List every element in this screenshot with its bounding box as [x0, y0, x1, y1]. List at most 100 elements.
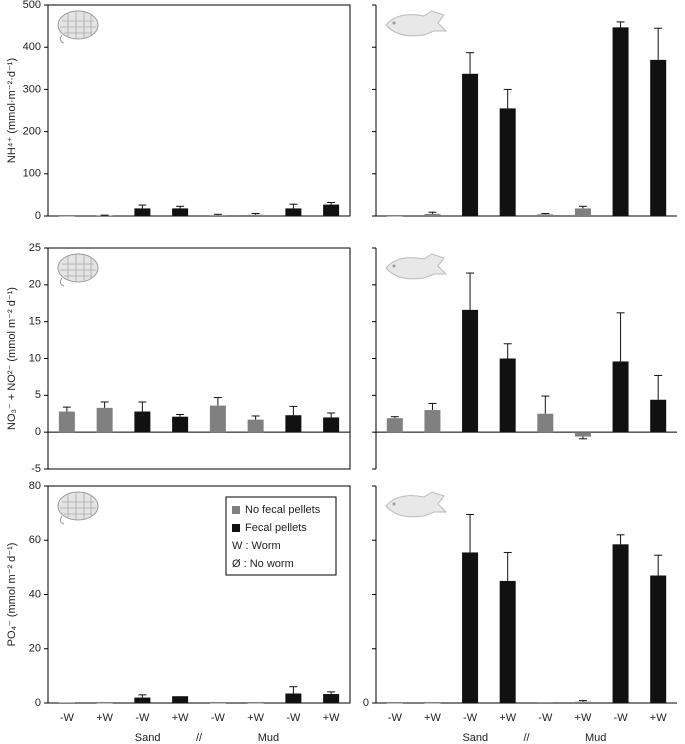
bar: [323, 204, 340, 216]
bar: [209, 215, 226, 216]
error-bar: [176, 205, 185, 209]
x-tick-label: +W: [650, 712, 667, 724]
bar: [285, 415, 302, 433]
y-tick-label: 400: [23, 41, 41, 53]
bar: [537, 214, 554, 216]
x-tick-label: +W: [575, 712, 592, 724]
bar: [650, 59, 667, 216]
y-tick-label: 100: [23, 168, 41, 180]
error-bar: [251, 415, 260, 420]
bar: [172, 696, 189, 703]
error-bar: [616, 21, 625, 28]
error-bar: [503, 551, 512, 581]
bar: [462, 73, 479, 216]
error-bar: [466, 272, 475, 310]
error-bar: [176, 413, 185, 417]
bar: [96, 215, 113, 217]
x-tick-label: -W: [538, 712, 553, 724]
x-tick-label: -W: [211, 712, 226, 724]
y-tick-label: -5: [31, 463, 41, 475]
x-tick-label: -W: [614, 712, 629, 724]
bar: [134, 411, 151, 433]
error-bar: [138, 401, 147, 412]
error-bar: [213, 213, 222, 216]
error-bar: [503, 88, 512, 109]
bar: [172, 208, 189, 216]
x-tick-label: +W: [323, 712, 340, 724]
bar: [285, 693, 302, 703]
y-tick-label: 60: [29, 534, 41, 546]
bar: [424, 213, 441, 216]
y-tick-label: 300: [23, 83, 41, 95]
worm-icon: [57, 10, 99, 44]
bar: [58, 702, 75, 703]
error-bar: [327, 201, 336, 205]
x-tick-label: +W: [172, 712, 189, 724]
bar: [172, 416, 189, 433]
error-bar: [578, 436, 587, 440]
bar: [323, 417, 340, 433]
legend-swatch: [232, 506, 240, 514]
y-tick-label: 25: [29, 242, 41, 254]
error-bar: [654, 374, 663, 400]
error-bar: [327, 412, 336, 418]
worm-icon: [57, 253, 99, 287]
x-tick-label: +W: [96, 712, 113, 724]
y-axis-label: PO₄⁻ (mmol m⁻² d⁻¹): [6, 543, 18, 647]
y-axis-label: NO₃⁻ + NO²⁻ (mmol m⁻² d⁻¹): [6, 287, 18, 430]
y-tick-label: 0: [35, 697, 41, 709]
legend-box: [225, 496, 337, 576]
group-label: Sand: [462, 732, 488, 744]
y-tick-label: 20: [29, 279, 41, 291]
bar: [134, 697, 151, 703]
bar: [96, 407, 113, 433]
bar: [285, 208, 302, 216]
x-tick-label: +W: [499, 712, 516, 724]
error-bar: [428, 211, 437, 214]
y-tick-label: 0: [35, 210, 41, 222]
error-bar: [654, 554, 663, 576]
error-bar: [616, 312, 625, 362]
fish-icon: [385, 10, 447, 37]
error-bar: [213, 397, 222, 406]
error-bar: [578, 700, 587, 702]
bar: [612, 544, 629, 703]
x-tick-label: -W: [463, 712, 478, 724]
bar: [386, 703, 403, 704]
fish-icon: [385, 491, 447, 518]
error-bar: [289, 686, 298, 694]
bar: [462, 309, 479, 433]
legend-note: W : Worm: [232, 540, 281, 552]
group-label: Mud: [585, 732, 606, 744]
legend-swatch: [232, 524, 240, 532]
error-bar: [289, 203, 298, 209]
bar: [574, 208, 591, 216]
bar: [247, 703, 264, 704]
bar: [209, 703, 226, 704]
y-tick-label: 80: [29, 480, 41, 492]
plot-frame: [47, 247, 351, 470]
error-bar: [327, 691, 336, 695]
error-bar: [654, 27, 663, 60]
bar: [612, 27, 629, 217]
x-tick-label: -W: [60, 712, 75, 724]
error-bar: [541, 395, 550, 414]
x-tick-label: +W: [247, 712, 264, 724]
bar: [96, 703, 113, 704]
legend-label: No fecal pellets: [245, 504, 321, 516]
error-bar: [503, 343, 512, 359]
error-bar: [390, 416, 399, 419]
bar: [323, 694, 340, 703]
x-tick-label: -W: [388, 712, 403, 724]
y-tick-label: 500: [23, 0, 41, 11]
error-bar: [138, 204, 147, 209]
group-label: Mud: [258, 732, 279, 744]
error-bar: [578, 205, 587, 209]
error-bar: [251, 212, 260, 215]
bar: [58, 411, 75, 433]
x-tick-label: +W: [424, 712, 441, 724]
fish-icon: [385, 253, 447, 280]
legend-label: Fecal pellets: [245, 522, 307, 534]
error-bar: [466, 513, 475, 553]
plot-frame: [47, 4, 351, 217]
